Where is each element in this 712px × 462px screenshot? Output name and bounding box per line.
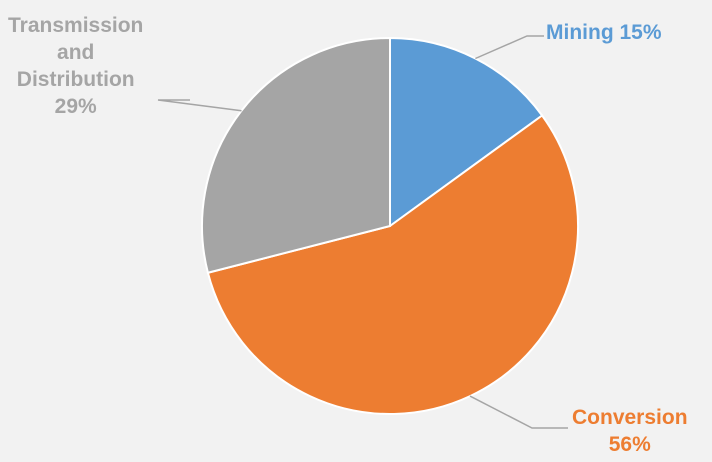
data-label-conversion: Conversion 56%	[572, 404, 688, 458]
data-label-mining: Mining 15%	[546, 19, 662, 46]
data-label-mining-text: Mining 15%	[546, 21, 662, 44]
pie-slice-mining	[389, 36, 544, 228]
data-label-transmission-line-4: 29%	[54, 95, 97, 118]
pie-slices	[201, 36, 579, 415]
leader-line-transmission-and-distribution	[157, 99, 242, 112]
leader-lines	[157, 35, 568, 429]
leader-line-conversion	[469, 395, 568, 429]
data-label-transmission-line-3: Distribution	[16, 68, 135, 91]
data-label-conversion-line-1: Conversion	[572, 406, 688, 429]
leader-line-mining	[475, 35, 544, 60]
data-label-transmission-line-2: and	[57, 41, 95, 64]
data-label-conversion-line-2: 56%	[608, 433, 651, 456]
data-label-transmission-line-1: Transmission	[8, 14, 144, 37]
data-label-transmission-distribution: Transmission and Distribution 29%	[8, 12, 143, 120]
